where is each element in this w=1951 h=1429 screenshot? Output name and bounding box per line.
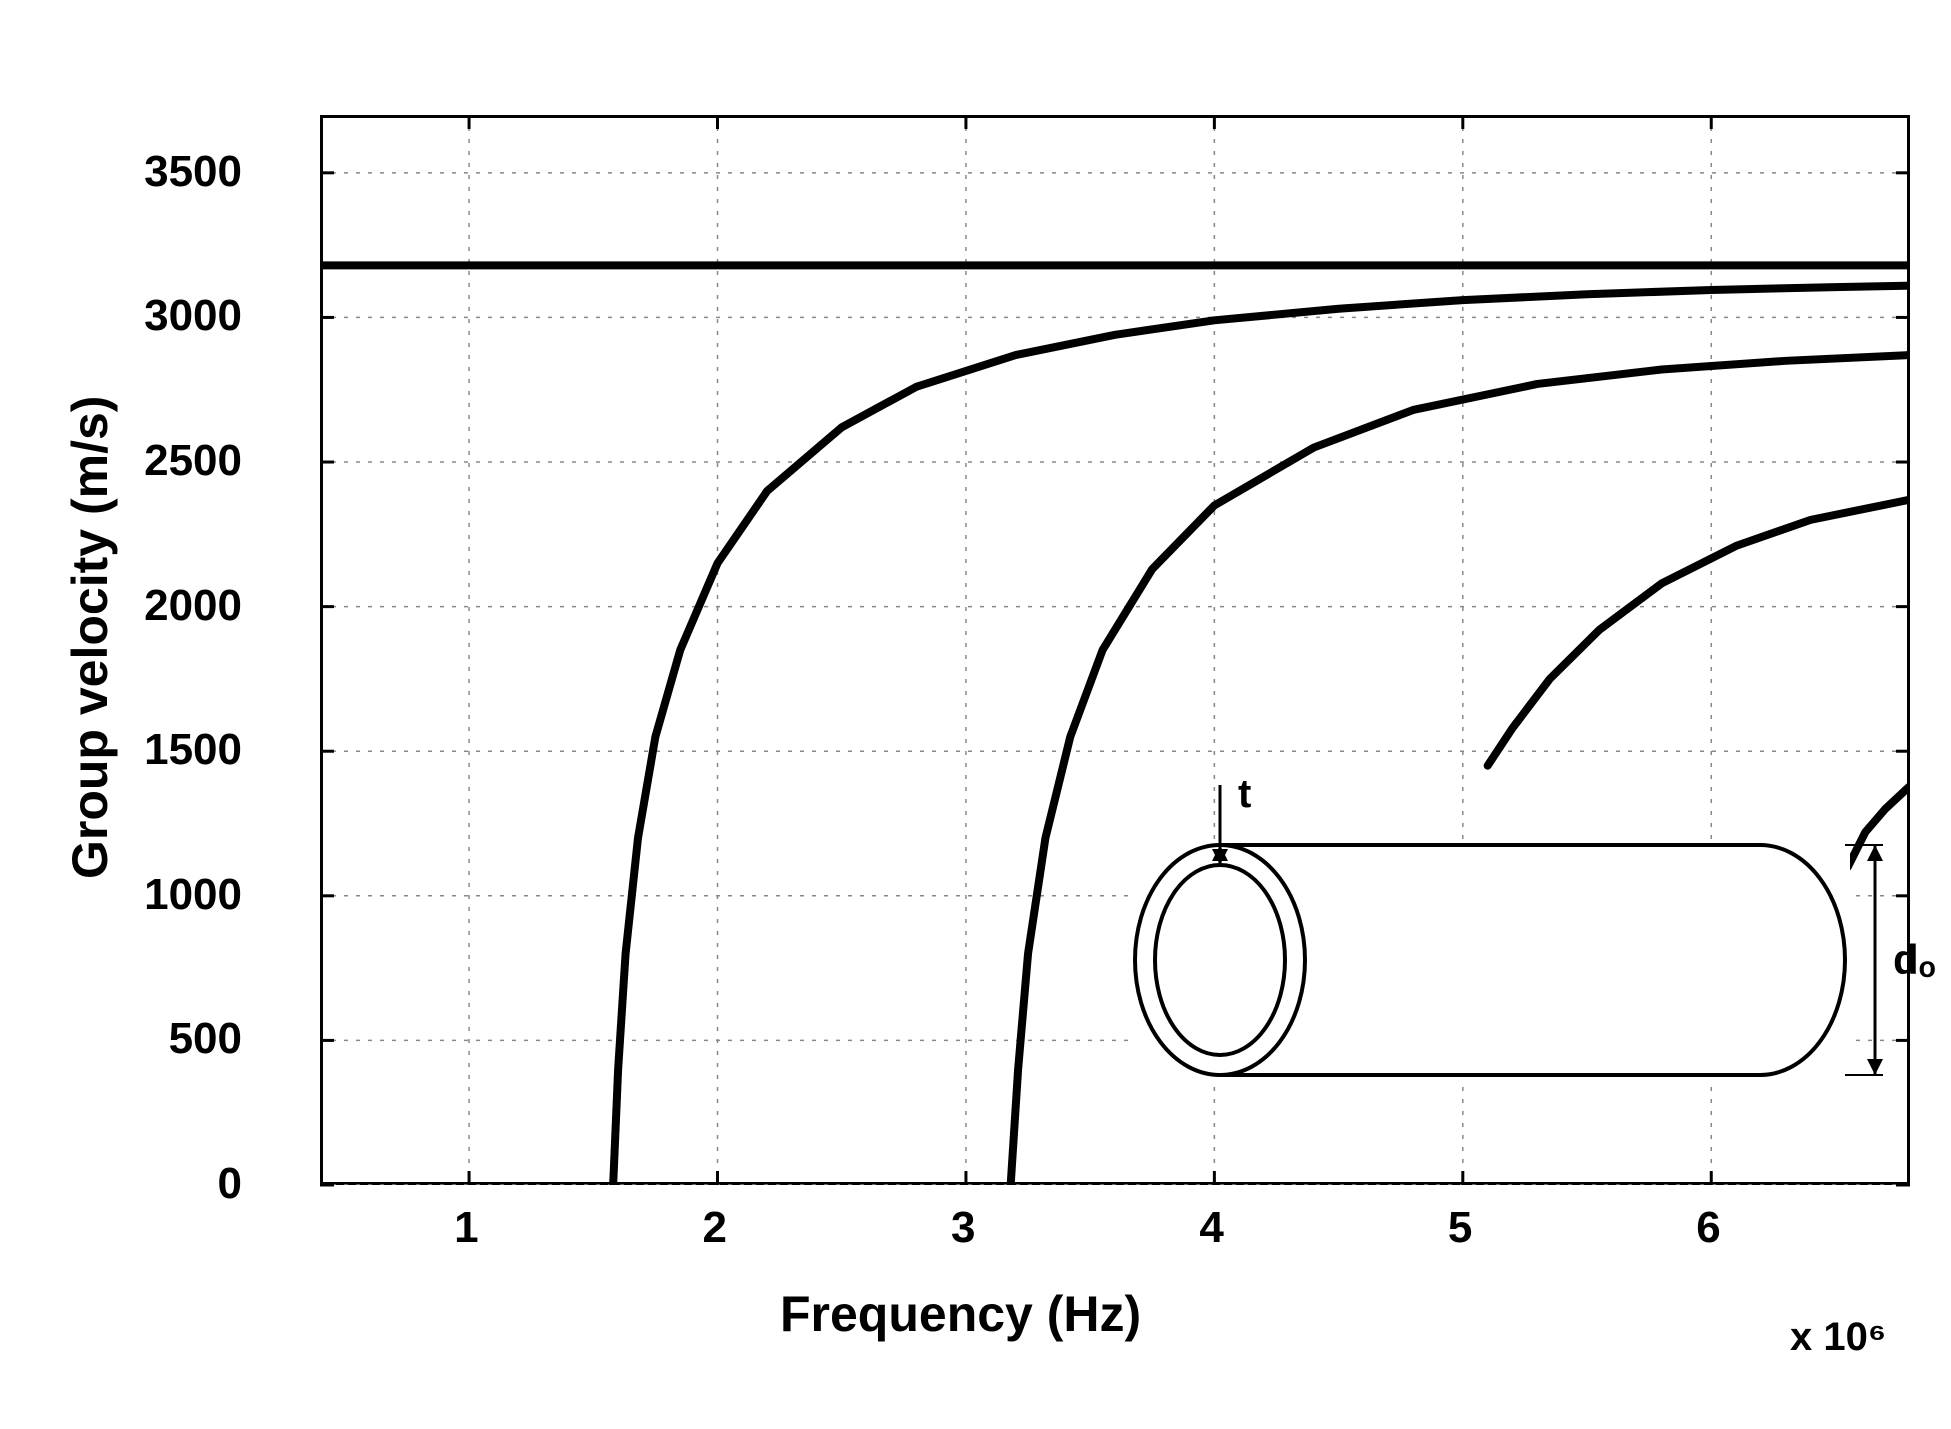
x-tick-label: 3 bbox=[951, 1203, 975, 1253]
plot-area bbox=[320, 115, 1910, 1185]
x-tick-label: 4 bbox=[1199, 1203, 1223, 1253]
dispersion-chart: Group velocity (m/s) Frequency (Hz) x 10… bbox=[30, 30, 1921, 1399]
y-tick-label: 2500 bbox=[144, 436, 242, 486]
x-tick-label: 2 bbox=[703, 1203, 727, 1253]
x-tick-label: 1 bbox=[454, 1203, 478, 1253]
x-tick-label: 6 bbox=[1696, 1203, 1720, 1253]
x-axis-multiplier: x 10⁶ bbox=[1790, 1315, 1886, 1360]
x-axis-label: Frequency (Hz) bbox=[780, 1285, 1141, 1343]
y-tick-label: 1000 bbox=[144, 870, 242, 920]
y-tick-label: 2000 bbox=[144, 581, 242, 631]
y-tick-label: 500 bbox=[169, 1014, 242, 1064]
y-tick-label: 1500 bbox=[144, 725, 242, 775]
x-tick-label: 5 bbox=[1448, 1203, 1472, 1253]
y-tick-label: 0 bbox=[218, 1159, 242, 1209]
y-tick-label: 3500 bbox=[144, 147, 242, 197]
y-tick-label: 3000 bbox=[144, 291, 242, 341]
y-axis-label: Group velocity (m/s) bbox=[61, 479, 119, 879]
